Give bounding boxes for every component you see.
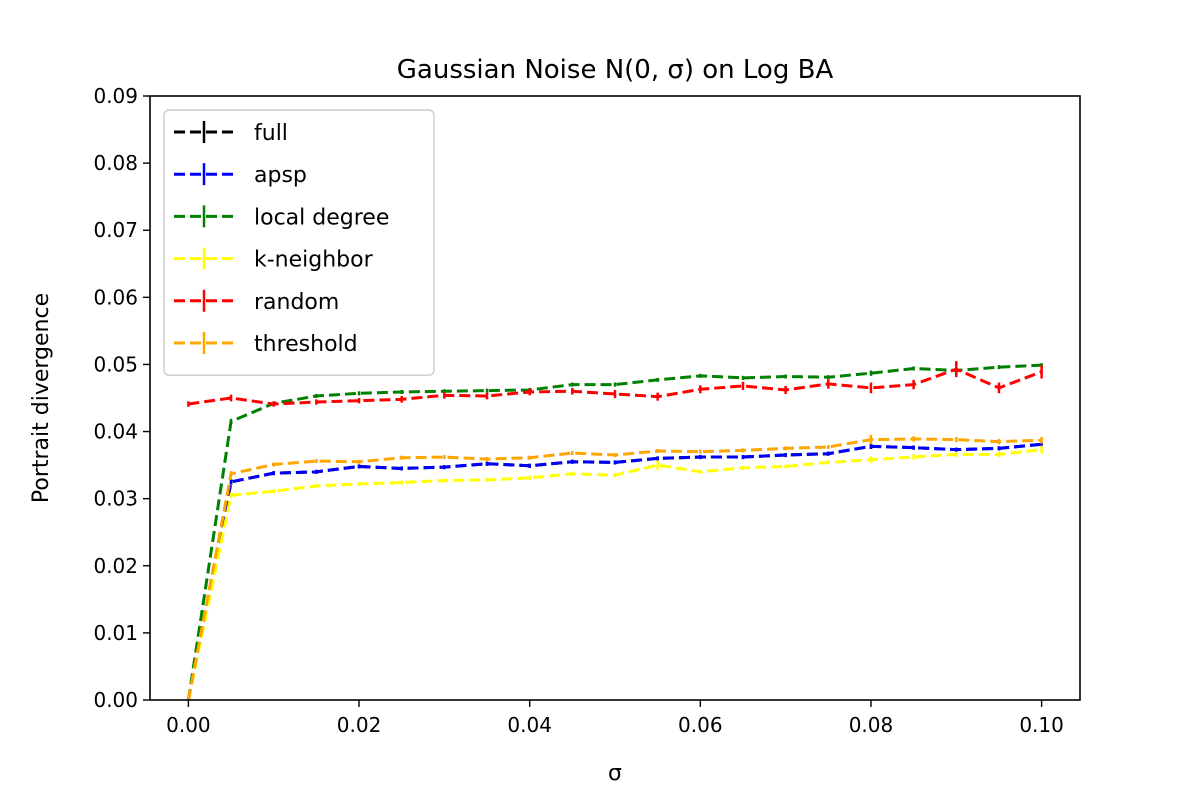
- legend-label: apsp: [254, 163, 307, 188]
- y-tick-label: 0.02: [93, 554, 138, 578]
- y-tick-label: 0.09: [93, 84, 138, 108]
- legend-label: random: [254, 290, 339, 315]
- y-tick-label: 0.06: [93, 285, 138, 309]
- series-line-random: [188, 367, 1043, 406]
- legend-label: threshold: [254, 332, 358, 357]
- legend-item: random: [174, 289, 339, 315]
- series-line-local-degree: [186, 363, 1042, 701]
- x-tick-label: 0.00: [166, 713, 211, 737]
- y-tick-label: 0.01: [93, 621, 138, 645]
- y-tick-label: 0.08: [93, 151, 138, 175]
- x-tick-label: 0.10: [1019, 713, 1064, 737]
- plot-series: [186, 361, 1043, 701]
- legend-label: k-neighbor: [254, 248, 374, 273]
- legend-label: full: [254, 121, 288, 146]
- x-tick-label: 0.04: [507, 713, 552, 737]
- legend: full apsp local degree k-neighbor random thre…: [163, 109, 435, 376]
- legend-item: apsp: [174, 163, 307, 188]
- x-tick-label: 0.02: [337, 713, 382, 737]
- x-axis-label: σ: [608, 761, 622, 786]
- y-tick-label: 0.07: [93, 218, 138, 242]
- series-threshold: [186, 434, 1043, 701]
- y-tick-label: 0.05: [93, 352, 138, 376]
- legend-item: local degree: [174, 205, 389, 230]
- legend-item: k-neighbor: [174, 247, 374, 273]
- plot-frame: [149, 95, 1081, 701]
- x-tick-label: 0.06: [678, 713, 723, 737]
- legend-item: full: [174, 121, 288, 146]
- chart-title: Gaussian Noise N(0, σ) on Log BA: [397, 55, 834, 85]
- series-random: [187, 361, 1043, 407]
- legend-box: [163, 109, 435, 376]
- series-k-neighbor: [186, 445, 1043, 701]
- x-axis: 0.00 0.02 0.04 0.06 0.08 0.10: [166, 700, 1064, 737]
- legend-label: local degree: [254, 205, 389, 230]
- y-tick-label: 0.03: [93, 487, 138, 511]
- y-tick-label: 0.00: [93, 688, 138, 712]
- y-axis-label: Portrait divergence: [29, 293, 54, 503]
- series-apsp: [186, 442, 1043, 701]
- y-axis: 0.00 0.01 0.02 0.03 0.04 0.05 0.06 0.07 0.08 0.09: [93, 84, 150, 712]
- legend-item: threshold: [174, 332, 358, 357]
- series-line-apsp: [186, 442, 1042, 701]
- y-tick-label: 0.04: [93, 420, 138, 444]
- x-tick-label: 0.08: [849, 713, 894, 737]
